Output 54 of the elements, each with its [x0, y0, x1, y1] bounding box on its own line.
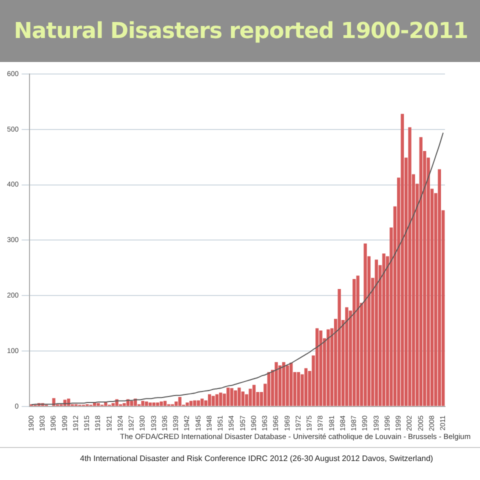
chart-title: Natural Disasters reported 1900-2011 [14, 18, 468, 44]
bar [338, 288, 341, 406]
bar [219, 392, 222, 406]
bar [144, 401, 148, 406]
bar [96, 403, 100, 406]
bar [352, 278, 356, 406]
bar [130, 400, 134, 406]
bar [230, 388, 234, 406]
bar [156, 402, 160, 406]
bar [438, 169, 442, 406]
bar [160, 401, 163, 406]
bar [364, 244, 367, 406]
bar [208, 394, 212, 406]
bar [278, 365, 282, 406]
bar [419, 137, 422, 406]
bar [382, 254, 386, 406]
bar [319, 330, 322, 406]
bar [141, 400, 144, 406]
bar [267, 372, 270, 406]
bar [296, 372, 300, 406]
bar [238, 388, 241, 406]
bar [196, 400, 200, 406]
bar [122, 403, 126, 406]
text: 4th International Disaster and Risk Conference IDRC 2012 (26-30 August 2012 Davos, Switzerland) [0, 447, 480, 463]
bar [148, 402, 152, 406]
bar [282, 362, 286, 406]
bar [152, 402, 156, 406]
bar [304, 368, 308, 406]
bar [200, 398, 204, 406]
bar [286, 365, 289, 406]
bar [252, 384, 256, 406]
bar [274, 362, 278, 406]
bar [408, 127, 412, 406]
bar [178, 397, 182, 406]
bar [193, 400, 196, 406]
bar [248, 388, 252, 406]
bar [315, 328, 319, 406]
bar [226, 388, 230, 406]
bar [186, 402, 189, 406]
bar [174, 401, 178, 406]
bar [212, 396, 215, 406]
bar [215, 394, 219, 406]
bar [290, 362, 293, 406]
bar [163, 400, 167, 406]
bar [112, 403, 115, 406]
bar [234, 390, 238, 406]
bar [189, 400, 193, 406]
bar [400, 114, 404, 406]
bar [374, 260, 378, 406]
bar [104, 402, 108, 406]
bar [326, 329, 330, 406]
bar [345, 307, 348, 406]
bar [241, 391, 244, 406]
bar [356, 276, 360, 406]
